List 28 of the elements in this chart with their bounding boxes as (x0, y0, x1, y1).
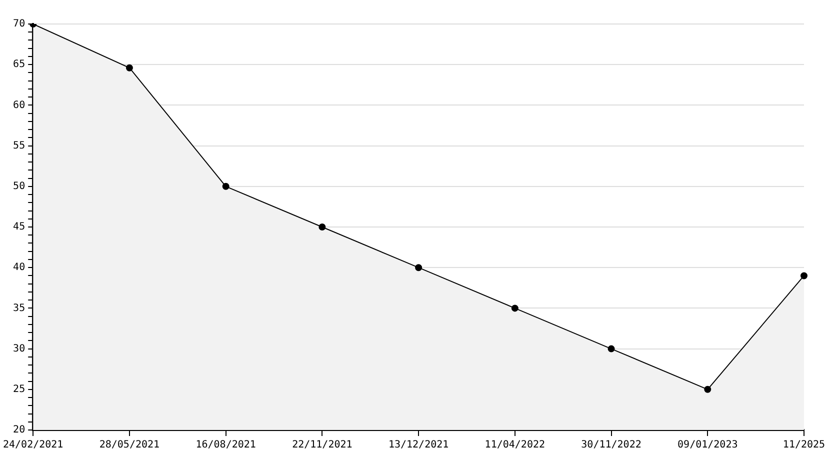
x-tick-label: 28/05/2021 (99, 440, 160, 451)
y-tick-label: 60 (13, 100, 26, 111)
x-tick-label: 24/02/2021 (2, 440, 64, 451)
x-tick-label: 22/11/2021 (292, 440, 352, 451)
x-tick-label: 11/04/2022 (484, 440, 546, 451)
y-tick-label: 35 (13, 302, 26, 314)
x-tick-label: 16/08/2021 (196, 440, 256, 451)
x-tick-label: 13/12/2021 (388, 440, 449, 451)
point (126, 64, 133, 72)
y-tick-label: 70 (13, 18, 26, 30)
y-tick-label: 55 (13, 140, 26, 152)
point (318, 224, 326, 230)
y-tick-label: 65 (13, 59, 26, 70)
point (704, 386, 712, 393)
y-tick-label: 50 (13, 180, 26, 192)
x-tick-label: 30/11/2022 (581, 440, 642, 451)
y-tick-label: 25 (13, 384, 26, 395)
y-tick-label: 20 (13, 424, 26, 436)
point (222, 182, 230, 190)
y-tick-label: 30 (13, 343, 26, 354)
x-tick-label: 09/01/2023 (678, 440, 738, 451)
point (608, 345, 615, 352)
point (511, 304, 518, 312)
y-tick-label: 45 (13, 222, 26, 233)
x-tick-label: 11/2025 (782, 440, 826, 451)
y-tick-label: 40 (13, 262, 26, 274)
point (415, 264, 422, 272)
point (800, 272, 808, 280)
